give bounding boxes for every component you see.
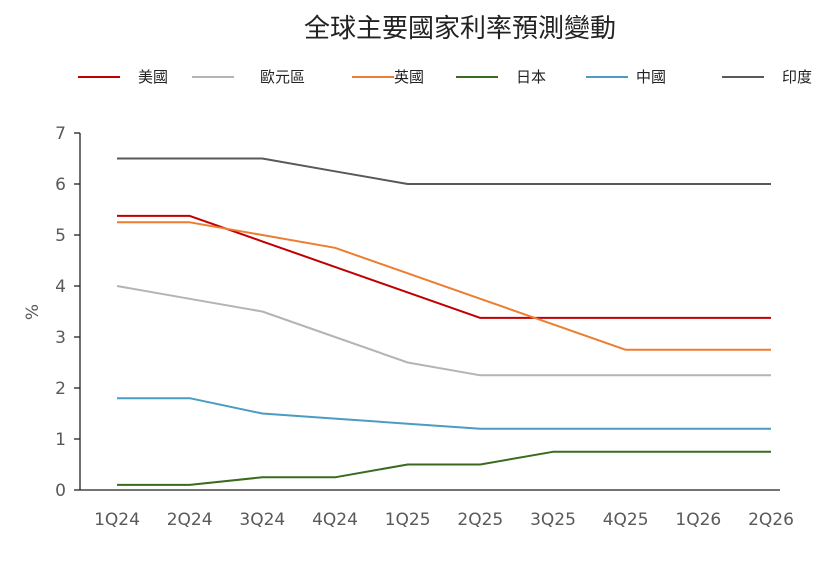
legend-label: 日本 [516, 68, 546, 86]
x-tick-label: 1Q25 [385, 510, 431, 530]
legend-label: 歐元區 [260, 68, 305, 86]
series-line [117, 397, 771, 430]
y-tick-labels: 0 1 2 3 4 5 6 7 [55, 124, 66, 501]
y-tick-label: 3 [55, 328, 66, 348]
legend-label: 英國 [394, 68, 424, 86]
x-tick-label: 4Q25 [603, 510, 649, 530]
legend-item: 日本 [456, 68, 546, 86]
legend-item: 歐元區 [192, 68, 305, 86]
y-tick-label: 0 [55, 481, 66, 501]
legend-label: 美國 [138, 68, 168, 86]
series-line [117, 221, 771, 351]
legend-item: 英國 [352, 68, 424, 86]
legend-item: 印度 [722, 68, 812, 86]
y-tick-label: 4 [55, 277, 66, 297]
x-tick-label: 2Q24 [167, 510, 213, 530]
series-line [116, 285, 771, 377]
axes [74, 132, 780, 491]
series-lines [116, 157, 771, 486]
series-line [117, 157, 771, 185]
x-tick-labels: 1Q24 2Q24 3Q24 4Q24 1Q25 2Q25 3Q25 4Q25 1Q26 2Q26 [94, 510, 794, 530]
x-tick-label: 2Q26 [748, 510, 794, 530]
x-tick-label: 3Q24 [239, 510, 285, 530]
chart-title: 全球主要國家利率預測變動 [304, 14, 616, 44]
x-tick-label: 3Q25 [530, 510, 576, 530]
series-line [117, 450, 771, 486]
legend-item: 美國 [78, 68, 168, 86]
x-tick-label: 2Q25 [457, 510, 503, 530]
legend-label: 印度 [782, 68, 812, 86]
x-tick-label: 4Q24 [312, 510, 358, 530]
legend: 美國 歐元區 英國 日本 中國 印度 [78, 68, 812, 86]
y-tick-label: 5 [55, 226, 66, 246]
y-tick-label: 6 [55, 175, 66, 195]
x-tick-label: 1Q24 [94, 510, 140, 530]
y-tick-label: 7 [55, 124, 66, 144]
y-axis-label: % [23, 304, 43, 320]
x-tick-label: 1Q26 [675, 510, 721, 530]
legend-label: 中國 [636, 68, 666, 86]
y-tick-label: 1 [55, 430, 66, 450]
legend-item: 中國 [586, 68, 666, 86]
y-tick-label: 2 [55, 379, 66, 399]
